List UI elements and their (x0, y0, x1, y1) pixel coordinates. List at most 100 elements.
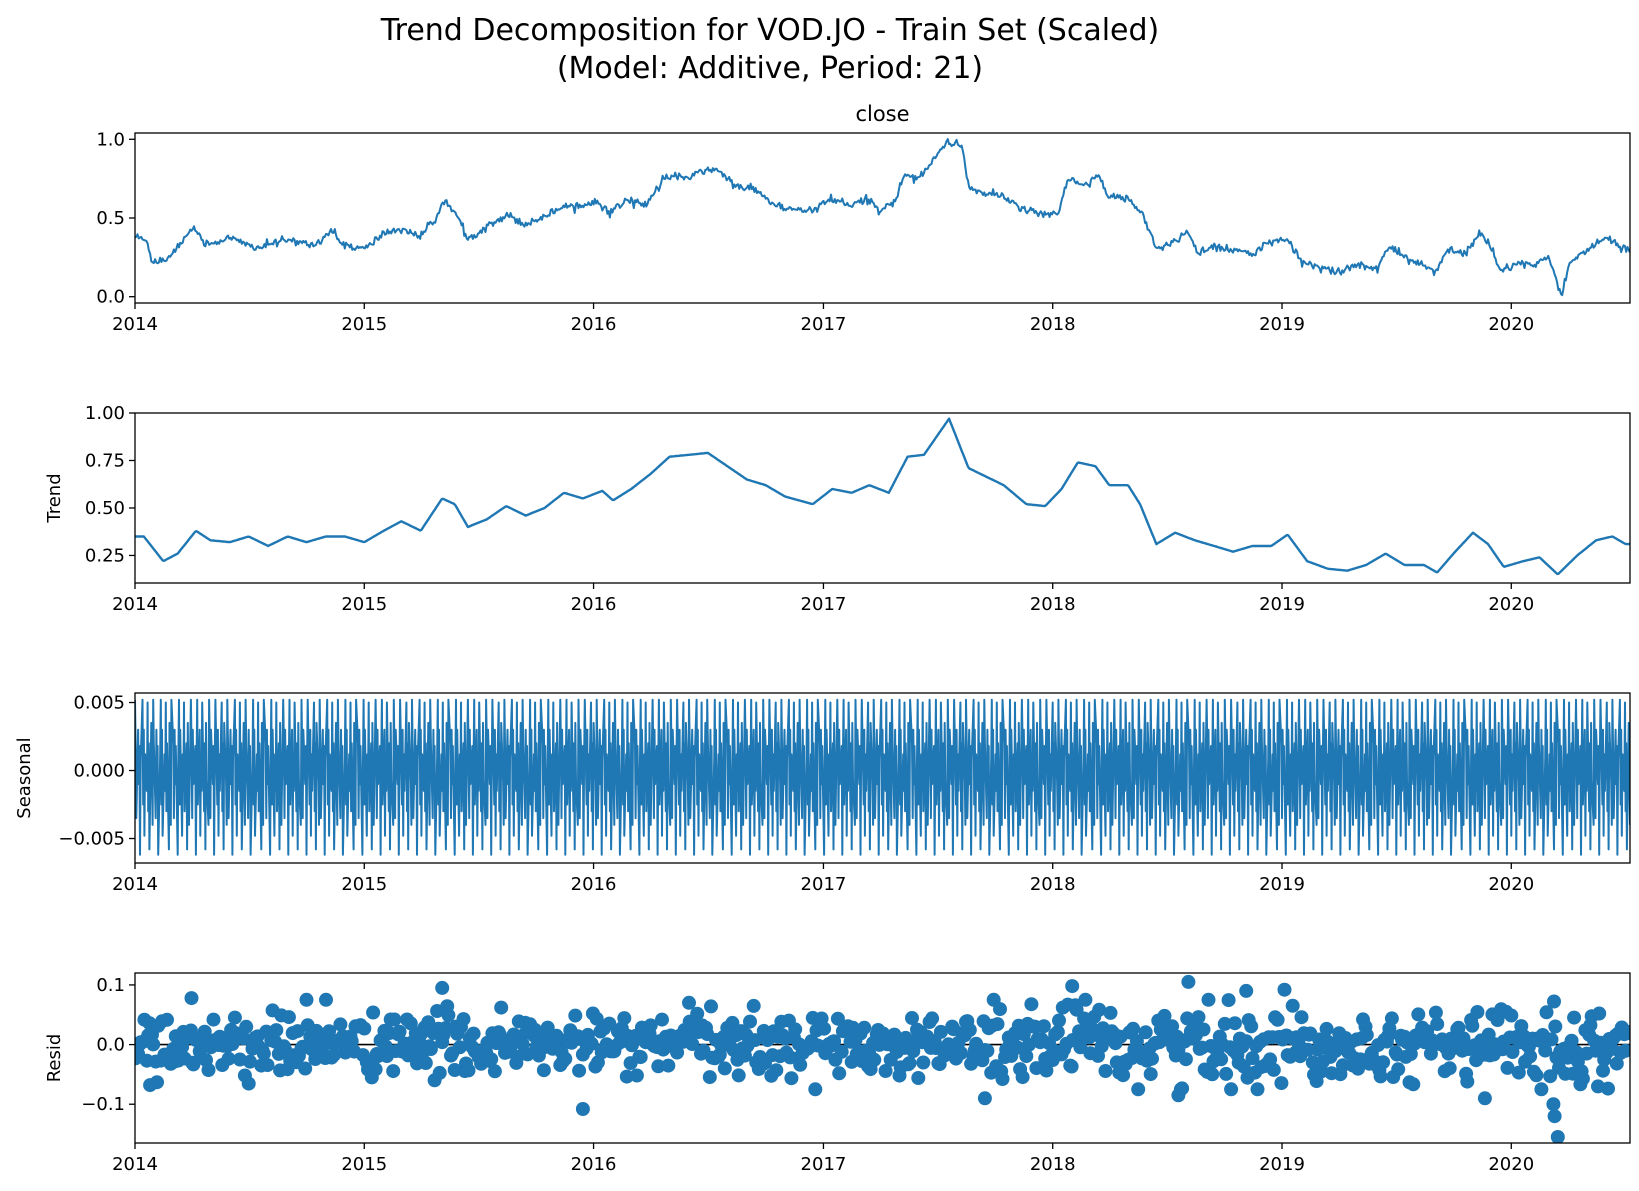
seasonal-y-tick-label: 0.000 (73, 761, 125, 782)
resid-point (435, 980, 450, 995)
resid-point (1622, 1026, 1630, 1041)
resid-point (1406, 1077, 1421, 1092)
resid-point (1274, 1076, 1289, 1091)
resid-point (1015, 1070, 1030, 1085)
resid-point (682, 995, 696, 1010)
resid-point (298, 1061, 313, 1076)
resid-point (717, 1061, 732, 1076)
resid-point (633, 1050, 648, 1065)
resid-point (357, 1021, 372, 1036)
resid-point (685, 1037, 700, 1051)
resid-point (788, 1022, 803, 1037)
resid-point (1384, 1011, 1399, 1026)
trend-y-tick-label: 0.75 (85, 450, 125, 471)
resid-point (1456, 1031, 1471, 1046)
figure-title-line-1: Trend Decomposition for VOD.JO - Train S… (380, 13, 1160, 48)
resid-y-tick-label: 0.1 (96, 975, 125, 996)
resid-point (784, 1071, 799, 1086)
resid-point (1157, 1008, 1172, 1023)
resid-point (441, 1008, 456, 1023)
trend-y-axis-label: Trend (44, 473, 65, 523)
close-y-tick-label: 0.0 (96, 287, 125, 308)
resid-point (197, 1024, 212, 1039)
resid-point (1270, 1012, 1285, 1027)
resid-point (239, 1019, 254, 1034)
resid-point (1575, 1071, 1590, 1086)
resid-point (827, 1034, 842, 1049)
resid-point (954, 1046, 968, 1061)
resid-point (980, 1043, 995, 1058)
resid-point (993, 1002, 1007, 1017)
resid-point (1236, 1059, 1251, 1074)
close-axes-frame (134, 132, 1631, 304)
resid-point (1505, 1045, 1520, 1059)
seasonal-plot-area (135, 698, 1630, 856)
resid-point (1335, 1058, 1350, 1073)
resid-point (1098, 1064, 1113, 1078)
resid-point (1171, 1088, 1186, 1103)
resid-point (575, 1102, 590, 1116)
resid-point (540, 1020, 555, 1035)
resid-point (1534, 1082, 1549, 1097)
resid-point (725, 1015, 740, 1030)
resid-point (1036, 1019, 1051, 1034)
resid-point (834, 1044, 849, 1059)
resid-point (260, 1058, 275, 1073)
seasonal-x-tick-label: 2014 (112, 874, 158, 895)
resid-point (1138, 1025, 1153, 1040)
resid-point (867, 1052, 882, 1067)
resid-point (1227, 1016, 1242, 1031)
resid-point (256, 1046, 271, 1061)
close-x-tick-label: 2015 (341, 314, 387, 335)
resid-point (1250, 1082, 1265, 1097)
resid-point (1511, 1065, 1526, 1080)
resid-point (589, 1011, 604, 1026)
resid-point (655, 1012, 669, 1027)
resid-point (887, 1027, 902, 1042)
resid-point (933, 1024, 948, 1039)
close-series-line (135, 138, 1630, 297)
resid-point (447, 1063, 462, 1077)
resid-point (748, 1033, 762, 1048)
resid-point (1300, 1042, 1315, 1057)
resid-point (651, 1059, 666, 1074)
resid-point (243, 1054, 257, 1069)
resid-point (143, 1078, 158, 1093)
resid-point (1373, 1069, 1388, 1084)
resid-point (1217, 1016, 1232, 1031)
close-x-tick-label: 2014 (112, 314, 158, 335)
resid-point (702, 1070, 717, 1085)
resid-point (911, 1071, 926, 1085)
resid-point (830, 1011, 845, 1026)
figure-title-line-2: (Model: Additive, Period: 21) (557, 51, 983, 86)
trend-x-tick-label: 2019 (1259, 594, 1305, 615)
resid-point (916, 1055, 931, 1070)
resid-point (1201, 992, 1216, 1007)
resid-point (1428, 1005, 1443, 1020)
resid-point (1359, 1027, 1374, 1042)
seasonal-axes-frame (134, 692, 1631, 864)
trend-panel: 0.25 0.50 0.75 1.00 2014 2015 2016 2017 2018 2019… (44, 403, 1631, 615)
resid-point (731, 1068, 746, 1083)
resid-point (1477, 1091, 1492, 1106)
resid-point (1376, 1055, 1391, 1070)
resid-point (1285, 998, 1300, 1013)
resid-point (1221, 993, 1236, 1008)
resid-point (905, 1011, 919, 1025)
resid-x-tick-label: 2017 (801, 1154, 847, 1175)
resid-point (392, 1024, 407, 1039)
resid-point (494, 1000, 509, 1015)
resid-point (536, 1063, 551, 1078)
resid-point (1266, 1062, 1281, 1077)
resid-point (832, 1066, 847, 1081)
resid-point (1205, 1067, 1220, 1082)
resid-point (466, 1026, 481, 1041)
trend-x-tick-label: 2018 (1030, 594, 1076, 615)
resid-point (1547, 994, 1561, 1009)
resid-point (962, 1023, 977, 1037)
trend-x-tick-label: 2017 (801, 594, 847, 615)
resid-x-tick-label: 2015 (341, 1154, 387, 1175)
close-plot-area (135, 138, 1630, 297)
resid-point (1010, 1040, 1025, 1055)
resid-point (241, 1076, 256, 1091)
